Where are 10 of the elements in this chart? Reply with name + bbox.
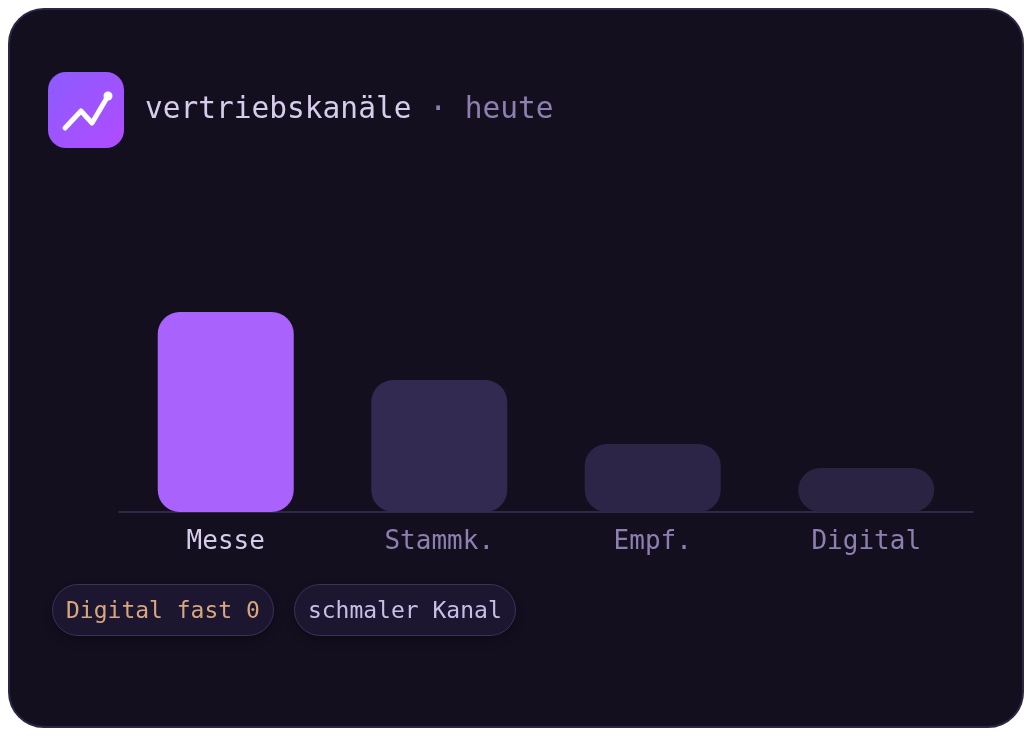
- chart-subtitle: · heute: [429, 91, 554, 125]
- x-tick-label: Empf.: [613, 525, 692, 555]
- text: schmaler Kanal: [293, 584, 516, 636]
- text: Digital fast 0: [52, 584, 274, 636]
- chart-title: vertriebskanäle: [145, 91, 412, 125]
- bar: [157, 312, 294, 512]
- x-tick-label: Stammk.: [384, 525, 495, 555]
- bar: [584, 444, 721, 512]
- x-tick-label: Messe: [186, 525, 265, 555]
- x-tick-label: Digital: [811, 525, 922, 555]
